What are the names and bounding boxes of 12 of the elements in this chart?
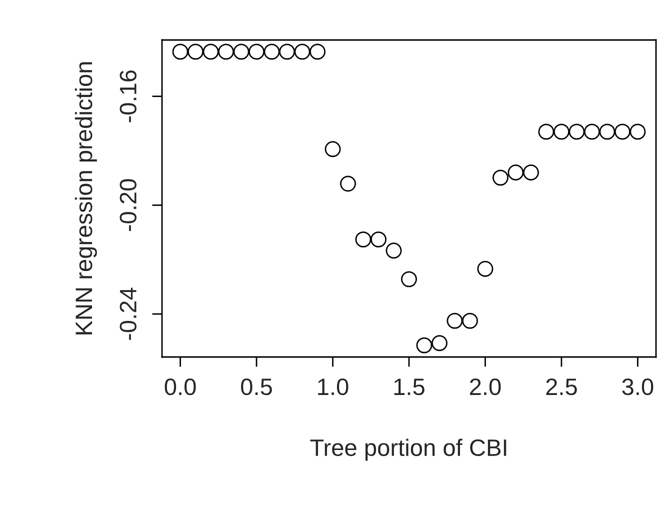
x-tick-label: 2.0	[470, 378, 501, 396]
y-tick-label: -0.20	[120, 179, 136, 232]
x-tick-label: 1.0	[318, 378, 348, 396]
x-tick-label: 3.0	[622, 378, 654, 396]
y-tick-label: -0.24	[120, 288, 136, 340]
x-axis-title: Tree portion of CBI	[310, 438, 506, 461]
y-axis-title: KNN regression prediction	[74, 62, 97, 334]
x-tick-label: 2.5	[546, 378, 577, 396]
x-tick-label: 1.5	[394, 378, 424, 396]
y-tick-label: -0.16	[120, 70, 136, 122]
x-tick-label: 0.0	[164, 378, 196, 396]
x-tick-label: 0.5	[241, 378, 272, 396]
